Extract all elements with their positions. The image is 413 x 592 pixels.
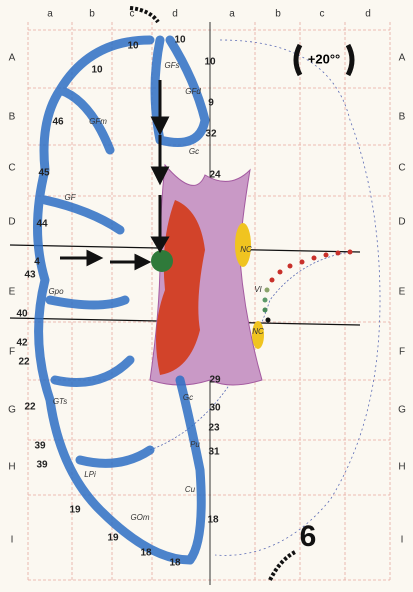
area-number: 18 xyxy=(169,558,181,569)
area-number: 10 xyxy=(127,41,139,52)
row-label: I xyxy=(11,535,14,546)
row-label: A xyxy=(9,53,16,64)
area-number: 10 xyxy=(91,65,103,76)
column-label: c xyxy=(130,9,135,20)
figure-number: 6 xyxy=(300,520,317,553)
structure-label: NC xyxy=(240,245,252,254)
row-label: F xyxy=(9,347,15,358)
area-number: 39 xyxy=(36,460,48,471)
area-number: 10 xyxy=(204,57,216,68)
structure-label: VI xyxy=(254,285,262,294)
area-number: 30 xyxy=(209,403,221,414)
column-label: d xyxy=(365,9,371,20)
column-label: c xyxy=(320,9,325,20)
structure-label: GFd xyxy=(185,87,201,96)
row-label: C xyxy=(398,163,405,174)
area-number: 4 xyxy=(34,257,40,268)
area-number: 29 xyxy=(209,375,221,386)
area-number: 44 xyxy=(36,219,48,230)
column-label: d xyxy=(172,9,178,20)
structure-label: NC xyxy=(252,327,264,336)
structure-label: GTs xyxy=(53,397,67,406)
area-number: 9 xyxy=(208,98,214,109)
column-label: b xyxy=(89,9,95,20)
area-number: 18 xyxy=(207,515,219,526)
area-number: 39 xyxy=(34,441,46,452)
row-label: C xyxy=(8,163,15,174)
row-label: E xyxy=(399,287,406,298)
structure-label: Cu xyxy=(185,485,196,494)
area-number: 42 xyxy=(16,338,28,349)
row-label: H xyxy=(398,462,405,473)
row-label: H xyxy=(8,462,15,473)
structure-label: GF xyxy=(64,193,76,202)
area-number: 22 xyxy=(24,402,36,413)
area-number: 40 xyxy=(16,309,28,320)
row-label: B xyxy=(9,112,16,123)
row-label: D xyxy=(8,217,15,228)
area-number: 46 xyxy=(52,117,64,128)
area-number: 22 xyxy=(18,357,30,368)
area-number: 10 xyxy=(174,35,186,46)
area-number: 23 xyxy=(208,423,220,434)
row-label: E xyxy=(9,287,16,298)
area-number: 31 xyxy=(208,447,220,458)
column-label: a xyxy=(229,9,235,20)
structure-label: Gc xyxy=(183,393,193,402)
structure-label: GFs xyxy=(164,61,179,70)
row-label: D xyxy=(398,217,405,228)
structure-label: Pu xyxy=(190,440,200,449)
area-number: 18 xyxy=(140,548,152,559)
structure-label: Gc xyxy=(189,147,199,156)
area-number: 43 xyxy=(24,270,36,281)
area-number: 45 xyxy=(38,168,50,179)
target-point xyxy=(151,250,173,272)
area-number: 19 xyxy=(69,505,81,516)
area-number: 32 xyxy=(205,129,217,140)
badge: +20°° xyxy=(308,51,340,66)
row-label: G xyxy=(8,405,16,416)
atlas-plate: +20°° 6 a b c d a b c d A A B B C C D D E E F F G G H H I I 10 10 10… xyxy=(0,0,413,592)
row-label: B xyxy=(399,112,406,123)
structure-label: LPi xyxy=(84,470,96,479)
row-label: A xyxy=(399,53,406,64)
row-label: I xyxy=(401,535,404,546)
row-label: G xyxy=(398,405,406,416)
row-label: F xyxy=(399,347,405,358)
column-label: b xyxy=(275,9,281,20)
structure-label: GOm xyxy=(130,513,149,522)
area-number: 24 xyxy=(209,170,221,181)
structure-label: GFm xyxy=(89,117,107,126)
structure-label: Gpo xyxy=(48,287,64,296)
area-number: 19 xyxy=(107,533,119,544)
column-label: a xyxy=(47,9,53,20)
